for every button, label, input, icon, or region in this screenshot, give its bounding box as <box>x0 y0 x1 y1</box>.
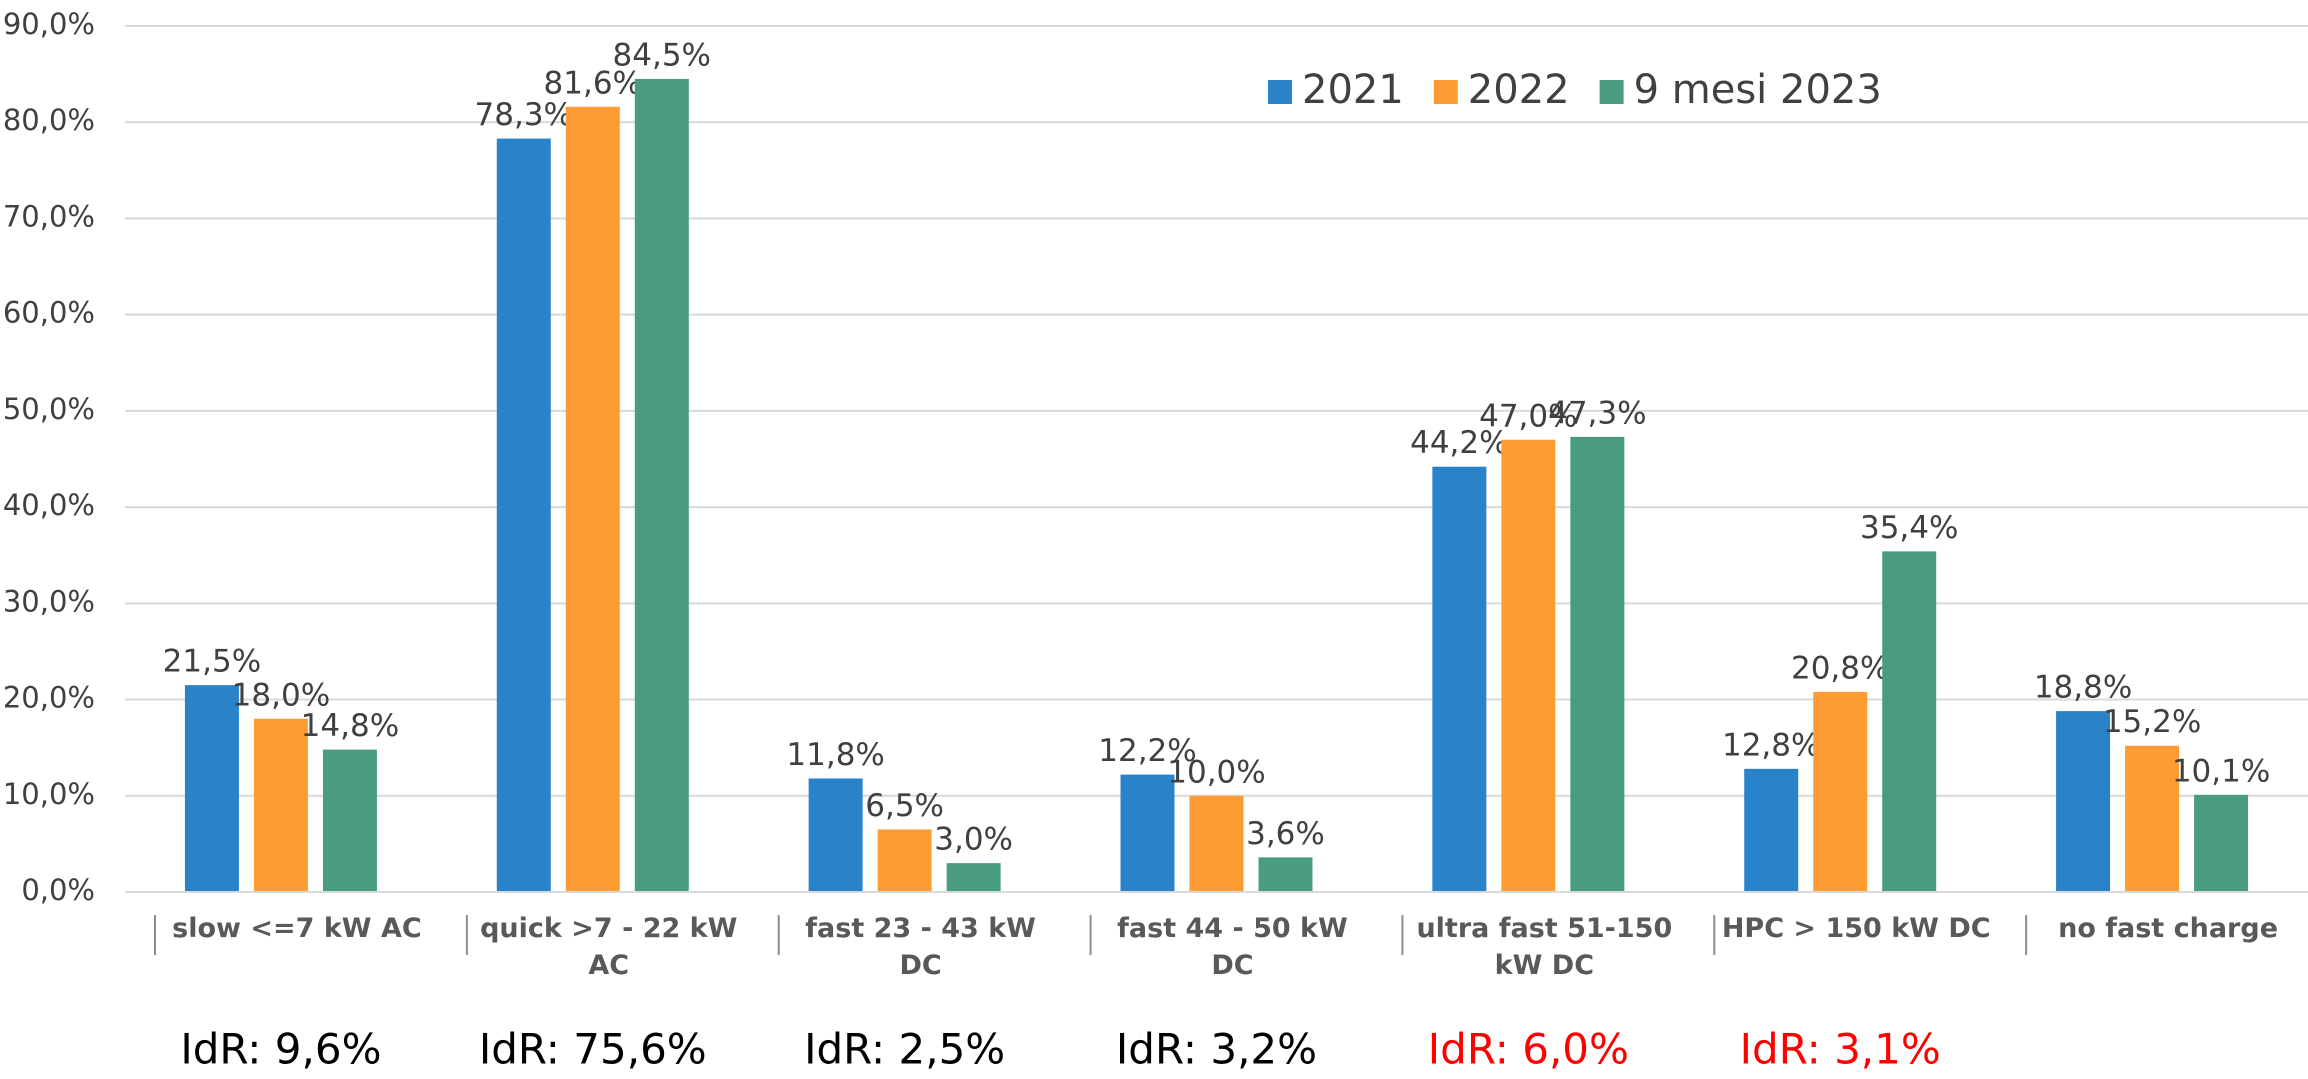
x-tick-label: fast 23 - 43 kW DC <box>805 913 1036 981</box>
annotation: IdR: 9,6% <box>180 1025 381 1074</box>
bar <box>808 778 863 892</box>
data-label: 44,2% <box>1410 425 1508 461</box>
x-tick-label-box: ultra fast 51-150 kW DC <box>1416 913 1673 981</box>
legend-swatch <box>1268 80 1292 104</box>
bar <box>184 685 239 892</box>
data-label: 6,5% <box>865 788 944 824</box>
bar <box>1432 466 1487 892</box>
data-label: 81,6% <box>544 65 642 101</box>
bar <box>2194 794 2249 892</box>
data-label: 47,0% <box>1479 398 1577 434</box>
bar <box>2056 711 2111 892</box>
data-label: 14,8% <box>301 708 399 744</box>
x-tick-label: fast 44 - 50 kW DC <box>1117 913 1348 981</box>
x-tick-label: quick >7 - 22 kW AC <box>480 913 738 981</box>
bar <box>877 829 932 892</box>
legend-label: 9 mesi 2023 <box>1634 67 1882 113</box>
legend-label: 2022 <box>1468 67 1570 113</box>
data-label: 18,0% <box>232 677 330 713</box>
bar <box>1813 691 1868 892</box>
bar <box>1882 551 1937 892</box>
bar <box>2125 745 2180 892</box>
bar <box>253 718 308 892</box>
bar <box>1570 436 1625 892</box>
y-tick-label: 90,0% <box>3 7 95 41</box>
x-tick-label-box: HPC > 150 kW DC <box>1721 913 1991 944</box>
y-tick-label: 60,0% <box>3 296 95 330</box>
legend-swatch <box>1599 80 1624 104</box>
data-label: 78,3% <box>475 97 573 133</box>
data-label: 21,5% <box>163 644 261 680</box>
x-tick-label: no fast charge <box>2058 913 2279 944</box>
data-label: 10,0% <box>1167 754 1265 790</box>
legend-label: 2021 <box>1302 67 1404 113</box>
y-tick-label: 0,0% <box>21 873 95 907</box>
annotation: IdR: 3,2% <box>1116 1025 1317 1074</box>
bar <box>322 749 377 892</box>
bar <box>946 863 1001 892</box>
bar <box>634 78 689 892</box>
x-tick-label-box: slow <=7 kW AC <box>172 913 422 944</box>
x-tick-label-box: quick >7 - 22 kW AC <box>480 913 738 981</box>
y-tick-label: 50,0% <box>3 392 95 426</box>
data-label: 47,3% <box>1548 395 1646 431</box>
legend-swatch <box>1433 80 1458 104</box>
bar <box>1120 774 1175 892</box>
x-tick-label-box: no fast charge <box>2058 913 2279 944</box>
data-label: 18,8% <box>2034 670 2132 706</box>
x-tick-label: ultra fast 51-150 kW DC <box>1416 913 1673 981</box>
y-tick-label: 70,0% <box>3 199 95 233</box>
bar <box>1258 857 1313 892</box>
x-tick-label: HPC > 150 kW DC <box>1721 913 1991 944</box>
annotation: IdR: 3,1% <box>1740 1025 1941 1074</box>
data-label: 20,8% <box>1791 650 1889 686</box>
data-label: 10,1% <box>2172 753 2270 789</box>
bar <box>1189 795 1244 892</box>
data-label: 84,5% <box>613 37 711 73</box>
bar <box>496 138 551 892</box>
data-label: 12,8% <box>1722 727 1820 763</box>
annotation: IdR: 75,6% <box>479 1025 707 1074</box>
annotation: IdR: 6,0% <box>1428 1025 1629 1074</box>
bar <box>1744 768 1799 892</box>
x-tick-label: slow <=7 kW AC <box>172 913 422 944</box>
data-label: 3,6% <box>1246 816 1325 852</box>
data-label: 35,4% <box>1860 510 1958 546</box>
y-tick-label: 80,0% <box>3 103 95 137</box>
y-tick-label: 30,0% <box>3 584 95 618</box>
x-tick-label-box: fast 44 - 50 kW DC <box>1117 913 1348 981</box>
data-label: 11,8% <box>786 737 884 773</box>
bar <box>565 106 620 893</box>
y-tick-label: 10,0% <box>3 777 95 811</box>
y-tick-label: 40,0% <box>3 488 95 522</box>
bar <box>1501 439 1556 892</box>
annotation: IdR: 2,5% <box>804 1025 1005 1074</box>
data-label: 15,2% <box>2103 704 2201 740</box>
data-label: 12,2% <box>1098 733 1196 769</box>
x-tick-label-box: fast 23 - 43 kW DC <box>805 913 1036 981</box>
data-label: 3,0% <box>934 822 1013 858</box>
y-tick-label: 20,0% <box>3 681 95 715</box>
